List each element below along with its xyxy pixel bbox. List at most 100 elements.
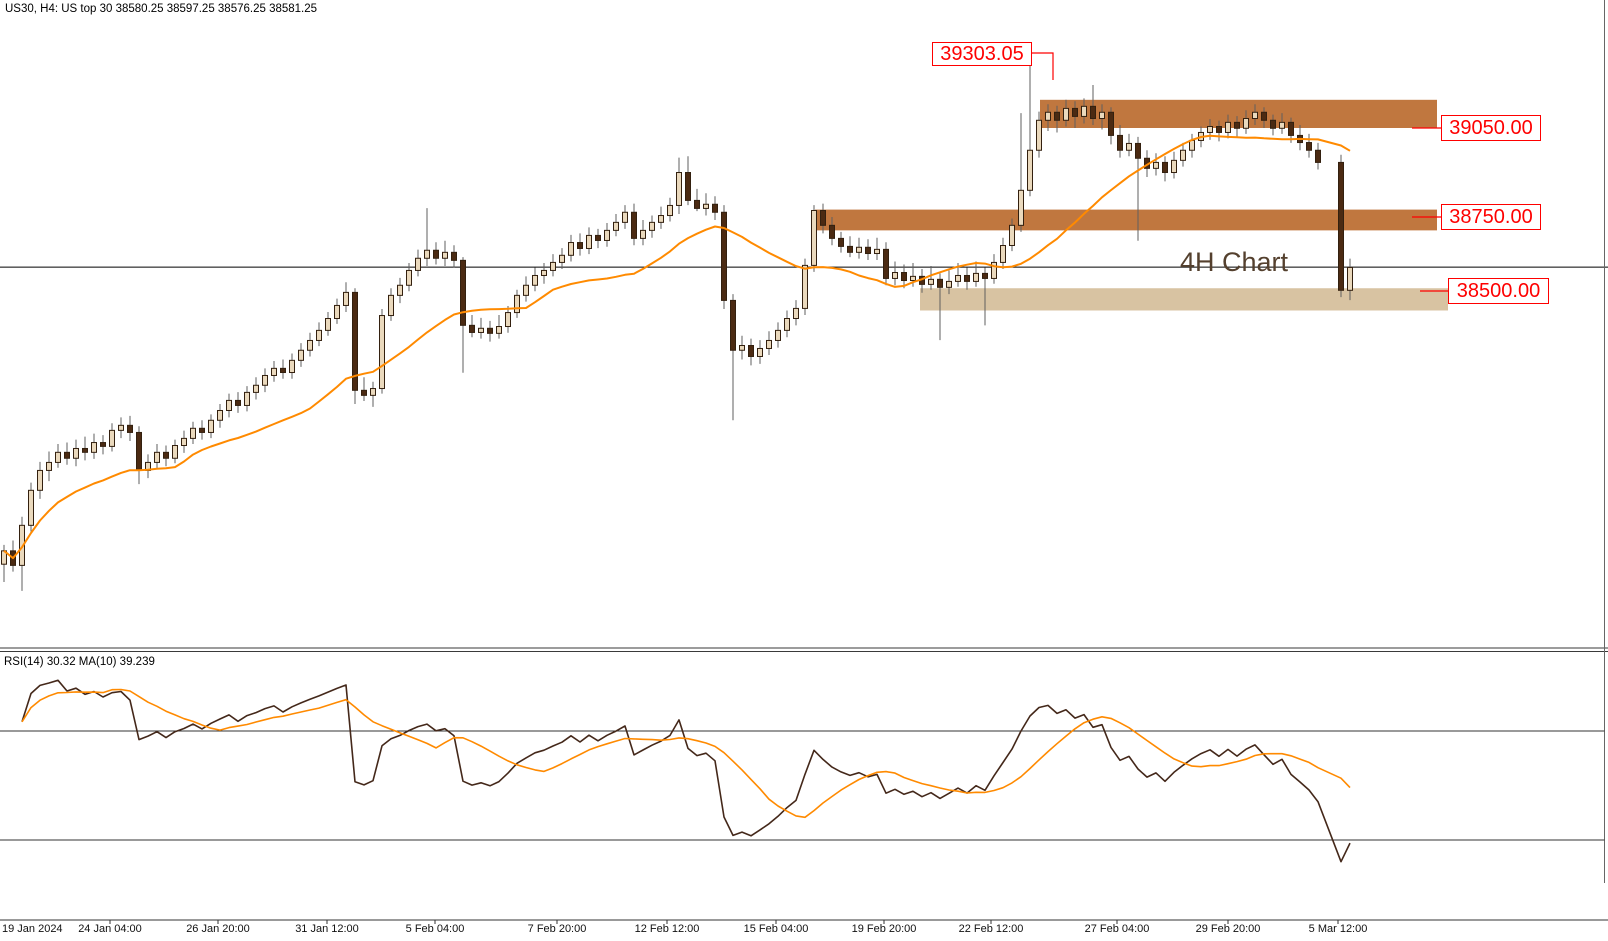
candle-body	[739, 345, 745, 351]
candle-body	[1261, 111, 1267, 121]
candle-body	[1306, 142, 1312, 151]
candle-body	[136, 431, 142, 471]
candle-body	[595, 234, 601, 241]
x-axis-label: 22 Feb 12:00	[958, 923, 1024, 935]
candle-body	[991, 261, 997, 279]
candle-body	[1063, 107, 1069, 121]
candle-body	[235, 399, 241, 406]
candle-body	[82, 447, 88, 453]
x-axis-label: 7 Feb 20:00	[527, 923, 587, 935]
candle-body	[1090, 105, 1096, 120]
price-label[interactable]: 38500.00	[1448, 278, 1549, 304]
candle-body	[325, 318, 331, 331]
candle-body	[397, 284, 403, 296]
candle-body	[415, 257, 421, 271]
x-axis-label: 19 Jan 2024	[2, 923, 63, 935]
candle-body	[460, 259, 466, 326]
candle-body	[172, 445, 178, 459]
candle-body	[667, 204, 673, 217]
supply-demand-zone[interactable]	[815, 209, 1437, 231]
candle-body	[379, 315, 385, 390]
candle-body	[631, 211, 637, 239]
candle-body	[1180, 149, 1186, 161]
candle-body	[1081, 105, 1087, 117]
candle-body	[1270, 119, 1276, 129]
price-label[interactable]: 39050.00	[1441, 115, 1541, 141]
candle-body	[154, 451, 160, 463]
candle-body	[838, 237, 844, 247]
candle-body	[1045, 111, 1051, 121]
candle-body	[649, 221, 655, 231]
candle-body	[487, 327, 493, 334]
candle-body	[1135, 142, 1141, 159]
candle-body	[442, 251, 448, 259]
moving-average-line	[3, 134, 1351, 560]
candle-body	[658, 215, 664, 223]
supply-demand-zone[interactable]	[920, 288, 1448, 311]
x-axis-label: 12 Feb 12:00	[634, 923, 700, 935]
candle-body	[613, 221, 619, 231]
candle-body	[1162, 161, 1168, 174]
candle-body	[73, 447, 79, 459]
candle-body	[1252, 111, 1258, 120]
candle-body	[190, 427, 196, 439]
x-axis-label: 27 Feb 04:00	[1084, 923, 1150, 935]
candle-body	[964, 274, 970, 282]
candle-body	[289, 359, 295, 374]
x-axis-label: 24 Jan 04:00	[78, 923, 142, 935]
candle-body	[1288, 121, 1294, 136]
candle-body	[604, 229, 610, 241]
candle-body	[298, 349, 304, 361]
candle-body	[181, 437, 187, 447]
candle-body	[811, 209, 817, 266]
candle-body	[424, 249, 430, 259]
candle-body	[100, 442, 106, 447]
candle-body	[226, 399, 232, 411]
candle-body	[262, 374, 268, 386]
candle-body	[802, 264, 808, 309]
candle-body	[748, 345, 754, 357]
candle-body	[91, 442, 97, 453]
candle-body	[865, 246, 871, 255]
candle-body	[496, 326, 502, 334]
candle-body	[1027, 149, 1033, 191]
candle-body	[343, 291, 349, 306]
candle-body	[352, 291, 358, 391]
candle-body	[1099, 111, 1105, 120]
candle-body	[1234, 121, 1240, 129]
candle-body	[982, 272, 988, 279]
rsi-ma-line	[21, 688, 1351, 819]
candle-body	[883, 248, 889, 279]
candle-body	[217, 409, 223, 421]
x-axis-label: 19 Feb 20:00	[851, 923, 917, 935]
candle-body	[1315, 149, 1321, 163]
price-label[interactable]: 38750.00	[1441, 204, 1541, 230]
rsi-line	[21, 679, 1351, 863]
candle-body	[109, 429, 115, 447]
candle-body	[271, 367, 277, 376]
x-axis-label: 29 Feb 20:00	[1195, 923, 1261, 935]
candle-body	[640, 229, 646, 239]
candle-body	[514, 294, 520, 314]
candle-body	[892, 272, 898, 279]
candle-body	[199, 427, 205, 433]
candle-body	[1072, 107, 1078, 117]
candle-body	[433, 249, 439, 259]
candle-body	[685, 172, 691, 201]
candle-body	[118, 424, 124, 431]
candle-body	[928, 278, 934, 285]
candle-body	[955, 274, 961, 282]
rsi-indicator-label: RSI(14) 30.32 MA(10) 39.239	[4, 656, 155, 668]
candle-body	[550, 261, 556, 271]
price-label[interactable]: 39303.05	[932, 42, 1032, 66]
candle-body	[712, 203, 718, 213]
candle-body	[451, 251, 457, 261]
candle-body	[730, 299, 736, 351]
candle-body	[55, 451, 61, 463]
candle-body	[703, 203, 709, 209]
candle-body	[775, 329, 781, 341]
candle-body	[406, 269, 412, 286]
candle-body	[469, 324, 475, 333]
